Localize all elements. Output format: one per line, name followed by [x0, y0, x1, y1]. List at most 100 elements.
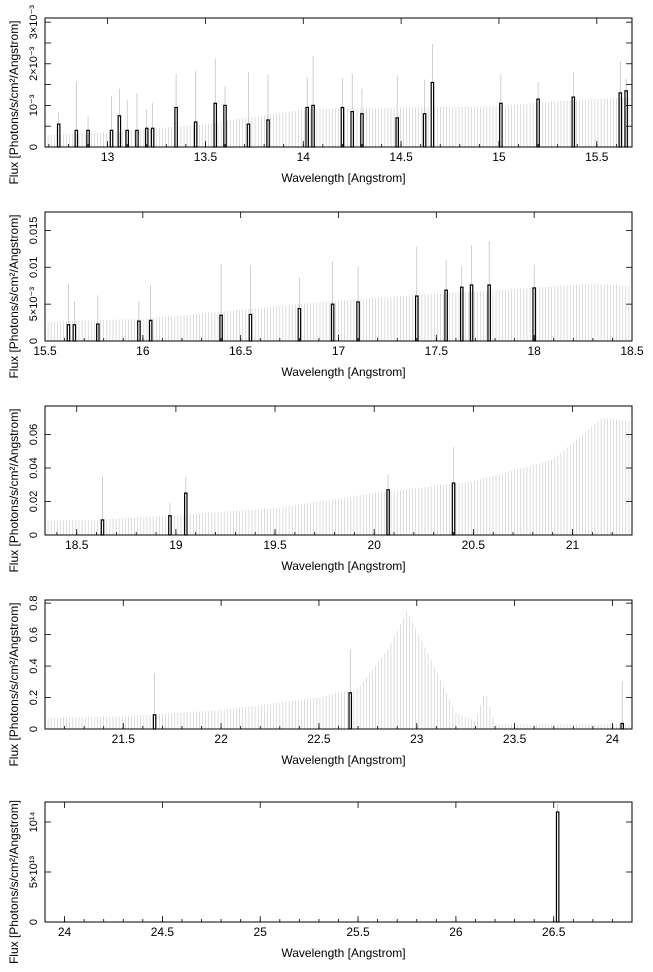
- emission-line-bar: [248, 313, 253, 342]
- y-tick-label: 5×10⁻³: [28, 287, 40, 322]
- y-tick-label: 0.015: [28, 217, 40, 245]
- x-tick-label: 22: [214, 732, 228, 746]
- y-tick-label: 0.06: [28, 424, 40, 445]
- y-tick-label: 0: [28, 338, 40, 344]
- continuum-spectrum: [44, 612, 633, 729]
- emission-line-bar: [297, 307, 302, 342]
- x-tick-label: 24.5: [151, 925, 175, 939]
- emission-line-bar: [499, 102, 503, 148]
- y-tick-label: 5×10¹³: [28, 856, 40, 888]
- y-tick-label: 0: [28, 144, 40, 150]
- emission-line-bar: [266, 119, 270, 148]
- emission-line-bar: [223, 104, 227, 148]
- y-tick-label: 0.02: [28, 491, 40, 512]
- x-tick-label: 25.5: [346, 925, 370, 939]
- emission-line-bar: [340, 106, 345, 148]
- x-tick-label: 15.5: [33, 344, 57, 358]
- y-tick-label: 0.6: [28, 627, 40, 642]
- y-tick-label: 0: [28, 532, 40, 538]
- emission-line-bar: [414, 295, 419, 342]
- y-tick-label: 2×10⁻³: [28, 46, 40, 81]
- x-tick-label: 24: [58, 925, 72, 939]
- chart-panel-1: 13 13.5 14 14.5 15 15.5 0 10⁻³ 2×10⁻³ 3×10⁻³ Wavel…: [7, 5, 633, 185]
- y-tick-label: 3×10⁻³: [28, 5, 40, 40]
- emission-line-bar: [193, 121, 198, 148]
- emission-line-bar: [109, 129, 114, 148]
- emission-line-bar: [624, 90, 628, 148]
- emission-line-bar: [555, 811, 560, 923]
- x-tick-label: 16: [136, 344, 150, 358]
- emission-line-bar: [152, 714, 157, 730]
- y-tick-label: 0.4: [28, 658, 40, 673]
- emission-line-bar: [536, 98, 540, 148]
- x-tick-label: 25: [254, 925, 268, 939]
- x-tick-label: 26.5: [542, 925, 566, 939]
- y-axis-label: Flux [Photons/s/cm²/Angstrom]: [7, 408, 21, 572]
- x-tick-label: 23: [410, 732, 424, 746]
- y-axis-label: Flux [Photons/s/cm²/Angstrom]: [7, 20, 21, 184]
- x-tick-label: 20: [368, 538, 382, 552]
- x-tick-label: 26: [449, 925, 463, 939]
- x-tick-label: 17: [332, 344, 346, 358]
- y-axis-label: Flux [Photons/s/cm²/Angstrom]: [7, 214, 21, 378]
- emission-line-bar: [348, 692, 353, 730]
- x-tick-label: 16.5: [229, 344, 253, 358]
- x-tick-label: 21.5: [112, 732, 136, 746]
- emission-line-bar: [305, 106, 309, 148]
- emission-line-bar: [311, 104, 315, 148]
- emission-line-bar: [135, 129, 139, 148]
- emission-line-bar: [459, 286, 464, 342]
- emission-line-bar: [444, 289, 448, 342]
- emission-line-bar: [96, 323, 100, 342]
- plot-frame: [44, 405, 633, 536]
- y-axis-label: Flux [Photons/s/cm²/Angstrom]: [7, 800, 21, 964]
- x-axis-label: Wavelength [Angstrom]: [281, 946, 405, 960]
- x-tick-label: 19: [169, 538, 183, 552]
- y-tick-label: 0.2: [28, 690, 40, 705]
- x-tick-label: 15.5: [585, 150, 609, 164]
- plot-frame: [44, 801, 633, 923]
- emission-line-bar: [100, 519, 105, 536]
- x-tick-label: 17.5: [425, 344, 449, 358]
- emission-line-bar: [532, 287, 536, 342]
- x-tick-label: 23.5: [503, 732, 527, 746]
- emission-line-bar: [618, 92, 623, 148]
- x-tick-label: 21: [566, 538, 580, 552]
- x-tick-label: 15: [492, 150, 506, 164]
- continuum-spectrum: [44, 283, 633, 341]
- y-tick-label: 0.8: [28, 595, 40, 610]
- emission-line-bar: [56, 123, 61, 148]
- emission-line-bar: [184, 492, 188, 536]
- emission-line-bar: [487, 284, 491, 342]
- x-axis-label: Wavelength [Angstrom]: [281, 559, 405, 573]
- chart-panel-5: 24 24.5 25 25.5 26 26.5 0 5×10¹³ 10¹⁴ Wavelength …: [7, 800, 633, 964]
- y-axis-label: Flux [Photons/s/cm²/Angstrom]: [7, 602, 21, 766]
- x-tick-label: 20.5: [462, 538, 486, 552]
- y-tick-label: 0.01: [28, 257, 40, 278]
- chart-panel-3: 18.5 19 19.5 20 20.5 21 0 0.02 0.04 0.06 Wavelengt…: [7, 405, 633, 573]
- x-tick-label: 14: [297, 150, 311, 164]
- emission-line-bar: [74, 129, 79, 148]
- emission-line-bar: [150, 127, 155, 148]
- plot-frame: [44, 17, 633, 148]
- emission-line-bar: [213, 102, 218, 148]
- emission-line-bar: [168, 515, 172, 536]
- emission-line-bar: [620, 722, 625, 730]
- emission-line-bar: [422, 113, 427, 148]
- chart-panel-2: 15.5 16 16.5 17 17.5 18 18.5 0 5×10⁻³ 0.01 0.015 Wa…: [7, 211, 644, 379]
- emission-line-bar: [148, 319, 153, 342]
- x-axis-label: Wavelength [Angstrom]: [281, 753, 405, 767]
- y-tick-label: 10¹⁴: [28, 811, 40, 832]
- y-tick-label: 0: [28, 919, 40, 925]
- x-tick-label: 19.5: [263, 538, 287, 552]
- x-tick-label: 18.5: [620, 344, 644, 358]
- emission-line-bar: [330, 303, 335, 342]
- emission-line-bar: [72, 324, 77, 342]
- emission-line-bar: [174, 106, 178, 148]
- emission-line-bar: [360, 113, 364, 148]
- emission-line-bar: [137, 320, 141, 342]
- y-tick-label: 10⁻³: [28, 94, 40, 116]
- emission-line-bar: [356, 301, 360, 342]
- y-tick-label: 0.04: [28, 457, 40, 478]
- emission-line-bar: [246, 123, 251, 148]
